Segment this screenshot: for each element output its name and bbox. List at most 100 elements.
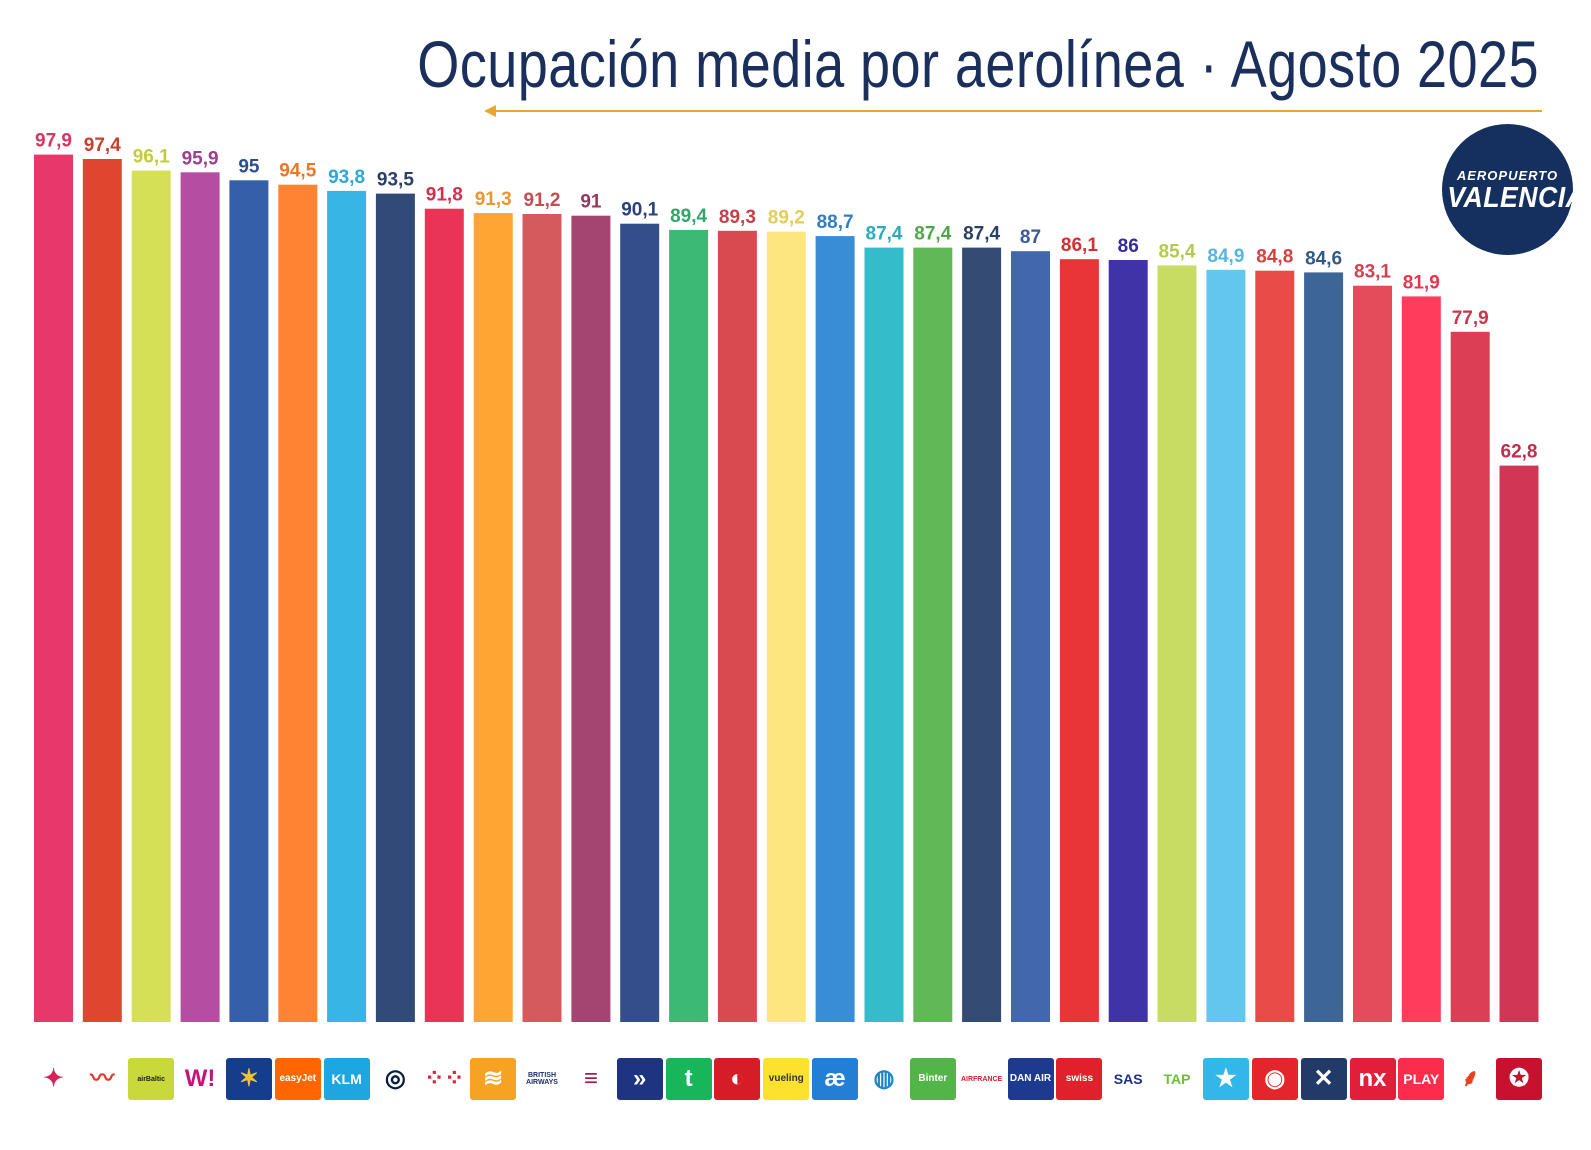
airline-logo-crest: ◉ <box>1251 1058 1298 1100</box>
bar-22 <box>1108 260 1148 1022</box>
airline-logo-air-france: AIRFRANCE <box>958 1058 1005 1100</box>
airline-logo-swoosh: 〰 <box>79 1058 126 1100</box>
airline-logo-easyjet: easyJet <box>274 1058 321 1100</box>
airline-logo-swiss: swiss <box>1056 1058 1103 1100</box>
bar-label-9: 91,3 <box>475 189 512 210</box>
airline-logo-arrow: » <box>616 1058 663 1100</box>
bar-20 <box>1011 251 1050 1022</box>
bar-label-7: 93,5 <box>377 170 414 191</box>
airline-logo-binter: Binter <box>909 1058 956 1100</box>
airline-logo-star: ★ <box>1202 1058 1249 1100</box>
airline-logo-iberia: ⸙ <box>1447 1058 1494 1100</box>
bar-label-22: 86 <box>1118 236 1139 257</box>
bar-label-23: 85,4 <box>1159 241 1196 262</box>
bar-label-24: 84,9 <box>1207 246 1244 267</box>
airline-logo-transavia: t <box>665 1058 712 1100</box>
bar-label-29: 77,9 <box>1452 308 1489 329</box>
bar-24 <box>1206 269 1246 1022</box>
bar-label-4: 95 <box>238 156 260 177</box>
airline-logo-wizz: W! <box>177 1058 224 1100</box>
bar-16 <box>815 236 855 1023</box>
bar-label-30: 62,8 <box>1501 442 1538 463</box>
airline-logo-nx: nx <box>1349 1058 1396 1100</box>
airline-logo-sas: SAS <box>1105 1058 1152 1100</box>
bar-label-20: 87 <box>1020 227 1041 248</box>
bar-label-10: 91,2 <box>524 190 561 211</box>
bar-label-19: 87,4 <box>963 224 1000 245</box>
bar-label-18: 87,4 <box>914 224 951 245</box>
bar-21 <box>1059 259 1099 1022</box>
bar-17 <box>864 247 904 1023</box>
bar-12 <box>620 223 660 1022</box>
bar-13 <box>669 229 709 1022</box>
bar-9 <box>473 213 513 1023</box>
airline-logo-aer-lingus: æ <box>812 1058 859 1100</box>
bar-3 <box>180 172 220 1023</box>
title-underline-arrow <box>484 105 1542 117</box>
bar-label-16: 88,7 <box>817 212 854 233</box>
bar-4 <box>229 180 269 1023</box>
bar-1 <box>82 159 122 1022</box>
bar-label-2: 96,1 <box>133 147 170 168</box>
airline-logo-klm: KLM <box>323 1058 370 1100</box>
aeropuerto-valencia-logo: AEROPUERTO VALENCIA <box>1442 124 1586 255</box>
bar-28 <box>1401 296 1441 1022</box>
bar-11 <box>571 215 611 1022</box>
airline-logo-ryanair: ✶ <box>225 1058 272 1100</box>
airline-logo-cross-pattern: ✦ <box>30 1058 77 1100</box>
bar-label-25: 84,8 <box>1256 247 1293 268</box>
bar-label-27: 83,1 <box>1354 262 1391 283</box>
bar-10 <box>522 214 562 1022</box>
bar-label-1: 97,4 <box>84 135 121 156</box>
airline-logo-eurowings: ≡ <box>567 1058 614 1100</box>
bar-6 <box>327 190 367 1022</box>
bar-0 <box>34 154 73 1023</box>
bar-label-21: 86,1 <box>1061 235 1098 256</box>
bar-label-0: 97,9 <box>35 131 72 152</box>
bar-30 <box>1499 465 1539 1023</box>
bar-2 <box>131 170 171 1023</box>
airline-logo-turkish: ◐ <box>714 1058 761 1100</box>
bar-26 <box>1304 272 1344 1022</box>
bar-label-17: 87,4 <box>866 224 903 245</box>
bar-14 <box>717 230 757 1023</box>
bar-label-5: 94,5 <box>279 161 316 182</box>
bar-label-12: 90,1 <box>621 200 658 221</box>
bar-18 <box>913 247 953 1023</box>
bar-19 <box>962 247 1002 1023</box>
airline-logo-play: PLAY <box>1398 1058 1445 1100</box>
bar-29 <box>1450 331 1490 1022</box>
bar-7 <box>375 193 415 1023</box>
bar-8 <box>424 208 464 1022</box>
chart-title: Ocupación media por aerolínea · Agosto 2… <box>417 27 1539 101</box>
bar-27 <box>1353 285 1392 1022</box>
airline-logo-dots: ⁘⁘ <box>421 1058 468 1100</box>
airline-logo-lufthansa: ◎ <box>372 1058 419 1100</box>
airline-logo-stripes: ≋ <box>470 1058 517 1100</box>
bar-label-13: 89,4 <box>670 206 707 227</box>
airline-logo-british-airways: BRITISH AIRWAYS <box>519 1058 565 1100</box>
airline-logo-tap: TAP <box>1154 1058 1200 1100</box>
bar-label-26: 84,6 <box>1305 248 1342 269</box>
bar-15 <box>766 231 806 1022</box>
airline-logo-vueling: vueling <box>763 1058 810 1100</box>
airline-logo-dan-air: DAN AIR <box>1007 1058 1054 1100</box>
bar-25 <box>1255 270 1295 1022</box>
logo-line-1: AEROPUERTO <box>1456 168 1559 183</box>
airline-logo-royal-air-maroc: ✪ <box>1496 1058 1542 1100</box>
bar-label-8: 91,8 <box>426 185 463 206</box>
bar-label-3: 95,9 <box>182 148 219 169</box>
airline-logo-row: ✦ 〰 airBaltic W! ✶ easyJet KLM ◎ ⁘⁘ ≋ BRITISH AIRW… <box>0 1058 1591 1108</box>
airline-logo-airbaltic: airBaltic <box>128 1058 175 1100</box>
bar-23 <box>1157 265 1197 1022</box>
bar-label-15: 89,2 <box>768 208 805 229</box>
airline-logo-ornament: ✕ <box>1300 1058 1347 1100</box>
airline-logo-tunisair: ◍ <box>861 1058 907 1100</box>
bar-label-6: 93,8 <box>328 167 365 188</box>
bar-label-11: 91 <box>580 192 602 213</box>
logo-line-2: VALENCIA <box>1447 182 1586 214</box>
bar-label-14: 89,3 <box>719 207 756 228</box>
bar-label-28: 81,9 <box>1403 272 1440 293</box>
bar-5 <box>278 184 318 1022</box>
